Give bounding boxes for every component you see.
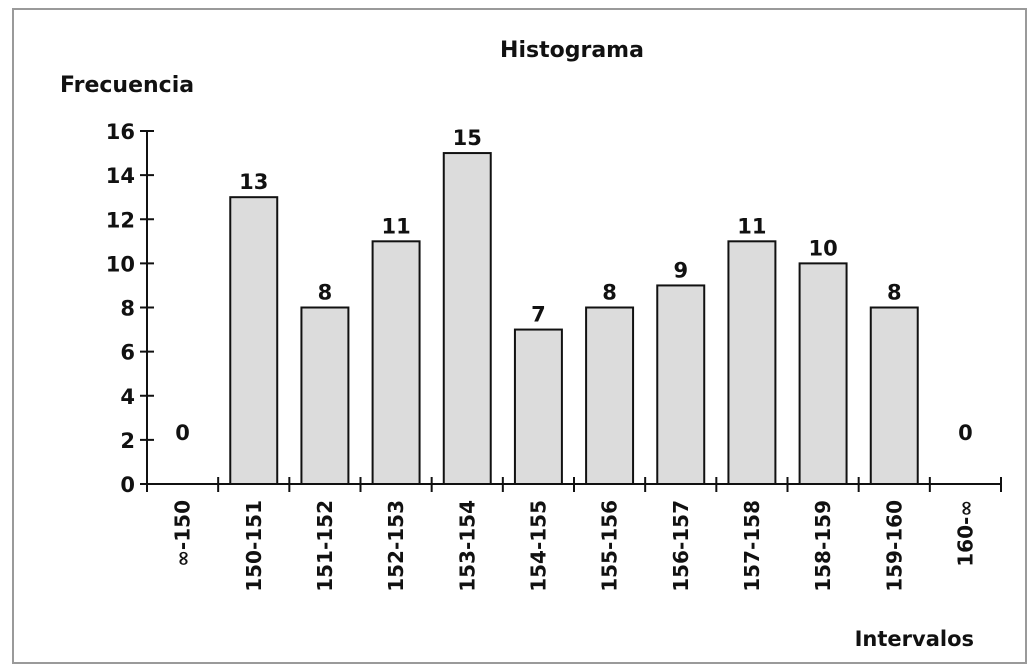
data-label: 11	[737, 214, 766, 238]
y-tick-label: 4	[120, 385, 135, 409]
y-tick-label: 10	[106, 252, 135, 276]
data-label: 11	[381, 214, 410, 238]
x-tick-label: 150-151	[242, 500, 266, 592]
x-tick-label: 155-156	[598, 500, 622, 592]
bar-153-154	[442, 152, 492, 485]
y-tick-label: 14	[106, 164, 135, 188]
data-labels-group: 0 13 8 11 15 7 8 9 11 10 8 0	[175, 126, 972, 445]
data-label: 7	[531, 303, 546, 327]
x-tick-label: ∞-150	[171, 500, 195, 567]
bars-group	[229, 152, 919, 485]
y-tick-label: 0	[120, 473, 135, 497]
x-tick-label: 154-155	[526, 500, 550, 592]
x-tick-label: 151-152	[313, 500, 337, 592]
data-label: 15	[453, 126, 482, 150]
x-tick-label: 156-157	[669, 500, 693, 592]
axes: 0 2 4 6 8 10 12 14 16	[106, 120, 1002, 497]
bar-150-151	[229, 196, 279, 485]
x-tick-label: 160-∞	[953, 500, 977, 567]
data-label: 8	[887, 281, 902, 305]
data-label: 10	[808, 236, 837, 260]
chart-title: Histograma	[500, 38, 644, 63]
bar-155-156	[585, 306, 635, 485]
bar-157-158	[727, 240, 777, 485]
x-tick-label: 159-160	[882, 500, 906, 592]
data-label: 0	[958, 421, 973, 445]
bar-151-152	[300, 306, 350, 485]
histogram-chart: Histograma Frecuencia Intervalos 0 2 4 6 8 10…	[60, 38, 1002, 651]
y-axis-label: Frecuencia	[60, 73, 194, 98]
y-tick-label: 16	[106, 120, 135, 144]
x-axis-label: Intervalos	[855, 627, 974, 651]
x-tick-label: 153-154	[455, 500, 479, 592]
y-tick-label: 8	[120, 297, 135, 321]
data-label: 9	[673, 258, 688, 282]
bar-159-160	[869, 306, 919, 485]
x-tick-label: 152-153	[384, 500, 408, 592]
bar-158-159	[798, 262, 848, 485]
data-label: 0	[175, 421, 190, 445]
y-tick-label: 12	[106, 208, 135, 232]
bar-156-157	[656, 284, 706, 485]
x-tick-label: 157-158	[740, 500, 764, 592]
bar-154-155	[513, 328, 563, 485]
data-label: 13	[239, 170, 268, 194]
chart-frame: Histograma Frecuencia Intervalos 0 2 4 6 8 10…	[12, 8, 1027, 664]
data-label: 8	[602, 281, 617, 305]
x-tick-labels-group: ∞-150 150-151 151-152 152-153 153-154 154-155…	[171, 500, 978, 592]
bar-152-153	[371, 240, 421, 485]
y-tick-label: 2	[120, 429, 135, 453]
data-label: 8	[318, 281, 333, 305]
y-tick-label: 6	[120, 341, 135, 365]
x-tick-label: 158-159	[811, 500, 835, 592]
